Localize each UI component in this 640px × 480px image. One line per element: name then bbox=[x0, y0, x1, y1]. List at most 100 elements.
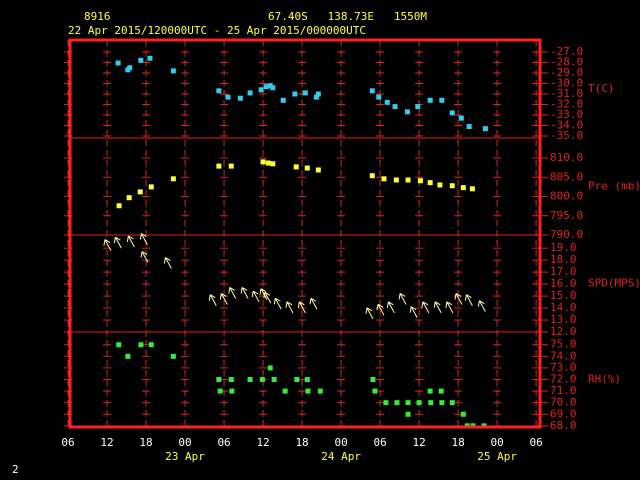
data-point bbox=[267, 83, 273, 89]
wind-arrow bbox=[228, 287, 237, 299]
data-point bbox=[294, 377, 300, 382]
wind-arrow bbox=[365, 307, 374, 320]
data-point bbox=[439, 400, 445, 406]
y-tick-label: 795.0 bbox=[550, 209, 583, 222]
wind-arrow bbox=[285, 301, 294, 314]
data-point bbox=[416, 400, 422, 406]
data-point bbox=[372, 388, 378, 394]
wind-arrow bbox=[409, 306, 418, 318]
y-tick-label: 790.0 bbox=[550, 228, 583, 241]
data-point bbox=[437, 182, 443, 188]
data-point bbox=[458, 115, 464, 121]
data-point bbox=[282, 388, 288, 394]
data-point bbox=[116, 203, 122, 209]
wind-arrow bbox=[477, 300, 486, 312]
data-point bbox=[405, 411, 411, 417]
data-point bbox=[394, 400, 400, 406]
page-number: 2 bbox=[12, 463, 19, 476]
y-tick-label: 71.0 bbox=[550, 384, 577, 397]
data-point bbox=[384, 99, 390, 105]
data-point bbox=[392, 104, 398, 110]
data-point bbox=[148, 342, 154, 348]
data-point bbox=[417, 178, 423, 184]
data-point bbox=[271, 377, 277, 382]
period: 22 Apr 2015/120000UTC - 25 Apr 2015/0000… bbox=[68, 24, 366, 37]
data-point bbox=[170, 353, 176, 359]
data-point bbox=[304, 165, 310, 171]
data-point bbox=[115, 60, 121, 66]
x-tick-label: 06 bbox=[61, 436, 74, 449]
data-point bbox=[369, 88, 375, 94]
wind-arrow bbox=[445, 301, 454, 314]
data-point bbox=[449, 400, 455, 406]
x-tick-label: 18 bbox=[139, 436, 152, 449]
wind-arrow bbox=[251, 290, 260, 303]
wind-arrow bbox=[126, 235, 135, 248]
data-point bbox=[381, 176, 387, 182]
data-point bbox=[126, 195, 132, 201]
data-point bbox=[137, 189, 143, 195]
wind-arrow bbox=[140, 251, 149, 263]
y-tick-label: 69.0 bbox=[550, 407, 577, 420]
y-tick-label: 810.0 bbox=[550, 151, 583, 164]
wind-arrow bbox=[464, 294, 473, 306]
data-point bbox=[170, 176, 176, 182]
y-axis-label: SPD(MPS) bbox=[588, 277, 640, 290]
y-tick-label: 74.0 bbox=[550, 349, 577, 362]
data-point bbox=[427, 97, 433, 103]
y-tick-label: -35.0 bbox=[550, 129, 583, 142]
data-point bbox=[170, 68, 176, 74]
wind-arrow bbox=[103, 239, 112, 251]
data-point bbox=[405, 400, 411, 406]
data-point bbox=[258, 87, 264, 93]
data-point bbox=[427, 388, 433, 394]
y-tick-label: 75.0 bbox=[550, 338, 577, 351]
data-point bbox=[438, 388, 444, 394]
y-tick-label: 16.0 bbox=[550, 277, 577, 290]
wind-arrow bbox=[208, 294, 217, 306]
station-id: 8916 bbox=[84, 10, 111, 23]
data-point bbox=[315, 91, 321, 97]
data-point bbox=[247, 90, 253, 96]
wind-arrow bbox=[421, 301, 430, 314]
y-tick-label: 17.0 bbox=[550, 265, 577, 278]
wind-arrow bbox=[259, 288, 268, 300]
y-tick-label: 800.0 bbox=[550, 190, 583, 203]
data-point bbox=[449, 183, 455, 189]
y-axis-label: Pre (mb) bbox=[588, 180, 640, 193]
date-label: 24 Apr bbox=[321, 450, 361, 463]
y-tick-label: 68.0 bbox=[550, 419, 577, 432]
wind-arrow bbox=[273, 297, 282, 310]
wind-arrow bbox=[454, 293, 463, 305]
wind-arrow bbox=[297, 301, 306, 314]
data-point bbox=[415, 104, 421, 110]
data-point bbox=[270, 85, 276, 91]
y-tick-label: -33.0 bbox=[550, 108, 583, 121]
data-point bbox=[148, 184, 154, 190]
y-tick-label: -34.0 bbox=[550, 119, 583, 132]
x-tick-label: 18 bbox=[451, 436, 464, 449]
wind-arrow bbox=[263, 291, 272, 304]
data-point bbox=[270, 161, 276, 167]
data-point bbox=[263, 84, 269, 90]
date-label: 23 Apr bbox=[165, 450, 205, 463]
frame bbox=[68, 38, 542, 429]
data-point bbox=[317, 388, 323, 394]
data-point bbox=[125, 353, 131, 359]
data-point bbox=[469, 186, 475, 192]
y-tick-label: -31.0 bbox=[550, 87, 583, 100]
y-tick-label: 14.0 bbox=[550, 301, 577, 314]
data-point bbox=[228, 163, 234, 169]
data-point bbox=[228, 377, 234, 382]
y-tick-label: 12.0 bbox=[550, 325, 577, 338]
data-point bbox=[302, 90, 308, 96]
data-point bbox=[405, 177, 411, 183]
wind-arrow bbox=[398, 293, 407, 305]
wind-arrow bbox=[386, 301, 395, 314]
data-point bbox=[313, 94, 319, 100]
data-point bbox=[292, 91, 298, 97]
data-point bbox=[393, 177, 399, 183]
data-point bbox=[315, 167, 321, 173]
data-point bbox=[428, 400, 434, 406]
